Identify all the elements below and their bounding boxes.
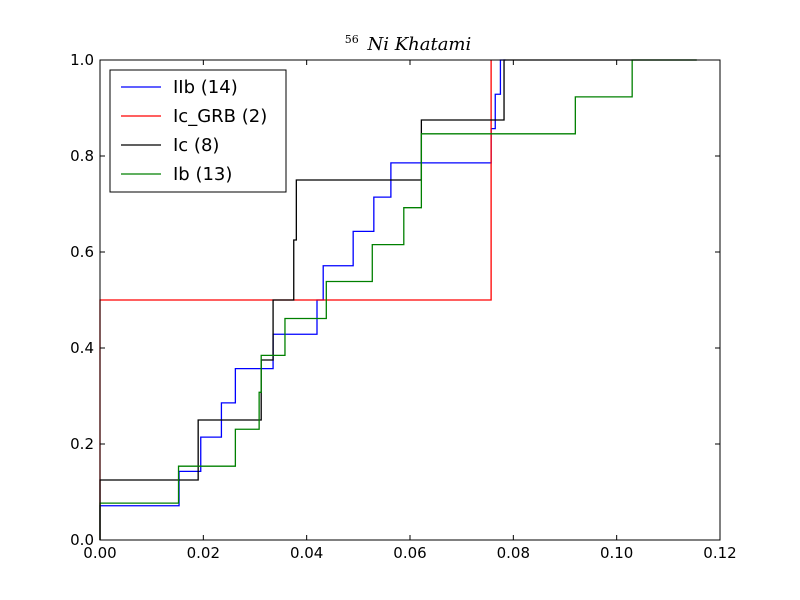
x-tick-label: 0.08 [497,544,530,562]
y-tick-label: 1.0 [70,51,94,69]
y-tick-label: 0.8 [70,147,94,165]
y-tick-label: 0.6 [70,243,94,261]
y-tick-label: 0.0 [70,531,94,549]
x-tick-label: 0.12 [703,544,736,562]
legend: IIb (14) Ic_GRB (2) Ic (8) Ib (13) [109,69,287,193]
x-tick-label: 0.04 [290,544,323,562]
x-tick-label: 0.02 [187,544,220,562]
plot-area [99,59,697,540]
legend-label: Ib (13) [173,164,232,185]
series-line-3 [99,59,697,540]
chart-title-main: Ni Khatami [366,34,471,55]
legend-label: Ic_GRB (2) [173,106,267,127]
x-tick-label: 0.00 [83,544,116,562]
x-tick-label: 0.06 [393,544,426,562]
chart-title: 56 Ni Khatami [345,27,472,55]
legend-box [109,69,287,193]
legend-label: Ic (8) [173,135,219,156]
x-tick-label: 0.10 [600,544,633,562]
axes: 0.00 0.02 0.04 0.06 0.08 0.10 0.12 0.0 0.2 0.4 0.6… [70,51,737,562]
y-tick-label: 0.4 [70,339,94,357]
chart-title-superscript: 56 [345,33,359,46]
series-line-2 [99,59,697,540]
legend-label: IIb (14) [173,77,238,98]
y-tick-label: 0.2 [70,435,94,453]
